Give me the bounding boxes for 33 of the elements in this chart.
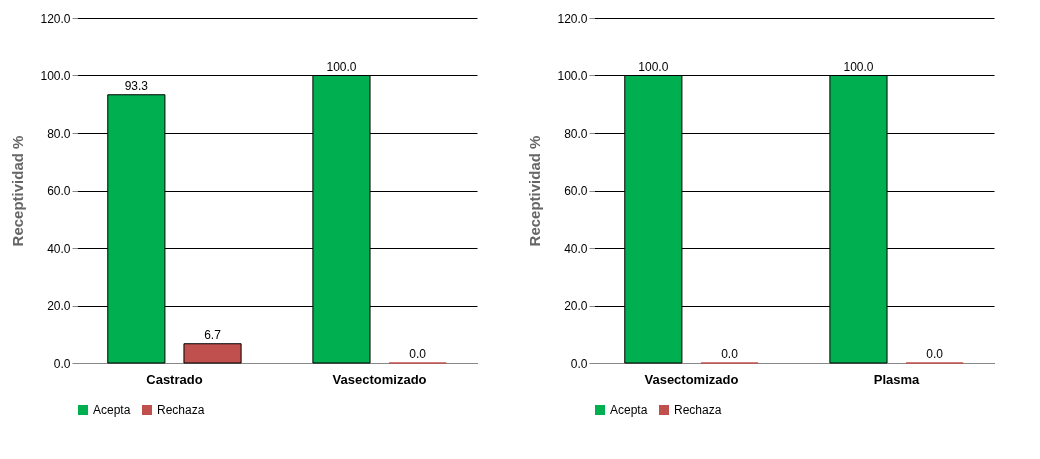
y-tick-label: 120.0 <box>40 11 71 26</box>
bar <box>183 343 242 364</box>
y-axis-title: Receptividad % <box>9 135 27 247</box>
data-label: 0.0 <box>926 347 944 361</box>
legend-label: Rechaza <box>157 403 205 417</box>
data-label: 6.7 <box>204 327 222 342</box>
y-tick-label: 20.0 <box>564 299 588 313</box>
y-tick-label: 0.0 <box>570 356 588 371</box>
legend-label: Acepta <box>610 403 648 417</box>
y-tick-label: 60.0 <box>47 184 71 198</box>
data-label: 93.3 <box>124 78 149 93</box>
data-label: 100.0 <box>638 59 669 74</box>
y-tick-label: 100.0 <box>557 69 588 83</box>
y-tick-label: 120.0 <box>557 11 588 26</box>
data-label: 100.0 <box>326 59 357 74</box>
y-tick-label: 0.0 <box>53 356 71 371</box>
x-tick-label: Vasectomizado <box>644 371 739 387</box>
legend-label: Acepta <box>93 403 131 417</box>
y-tick-label: 80.0 <box>47 126 71 141</box>
y-tick-label: 40.0 <box>564 241 588 256</box>
data-label: 100.0 <box>843 59 874 74</box>
x-tick-label: Castrado <box>146 371 203 387</box>
y-tick-label: 40.0 <box>47 241 71 256</box>
y-tick-label: 80.0 <box>564 126 588 141</box>
data-label: 0.0 <box>721 347 739 361</box>
x-tick-label: Plasma <box>873 371 921 387</box>
y-tick-label: 100.0 <box>40 69 71 83</box>
x-tick-label: Vasectomizado <box>332 371 427 387</box>
data-label: 0.0 <box>409 347 427 361</box>
y-axis-title: Receptividad % <box>526 135 544 247</box>
y-tick-label: 20.0 <box>47 299 71 313</box>
y-tick-label: 60.0 <box>564 184 588 198</box>
legend-label: Rechaza <box>674 403 722 417</box>
